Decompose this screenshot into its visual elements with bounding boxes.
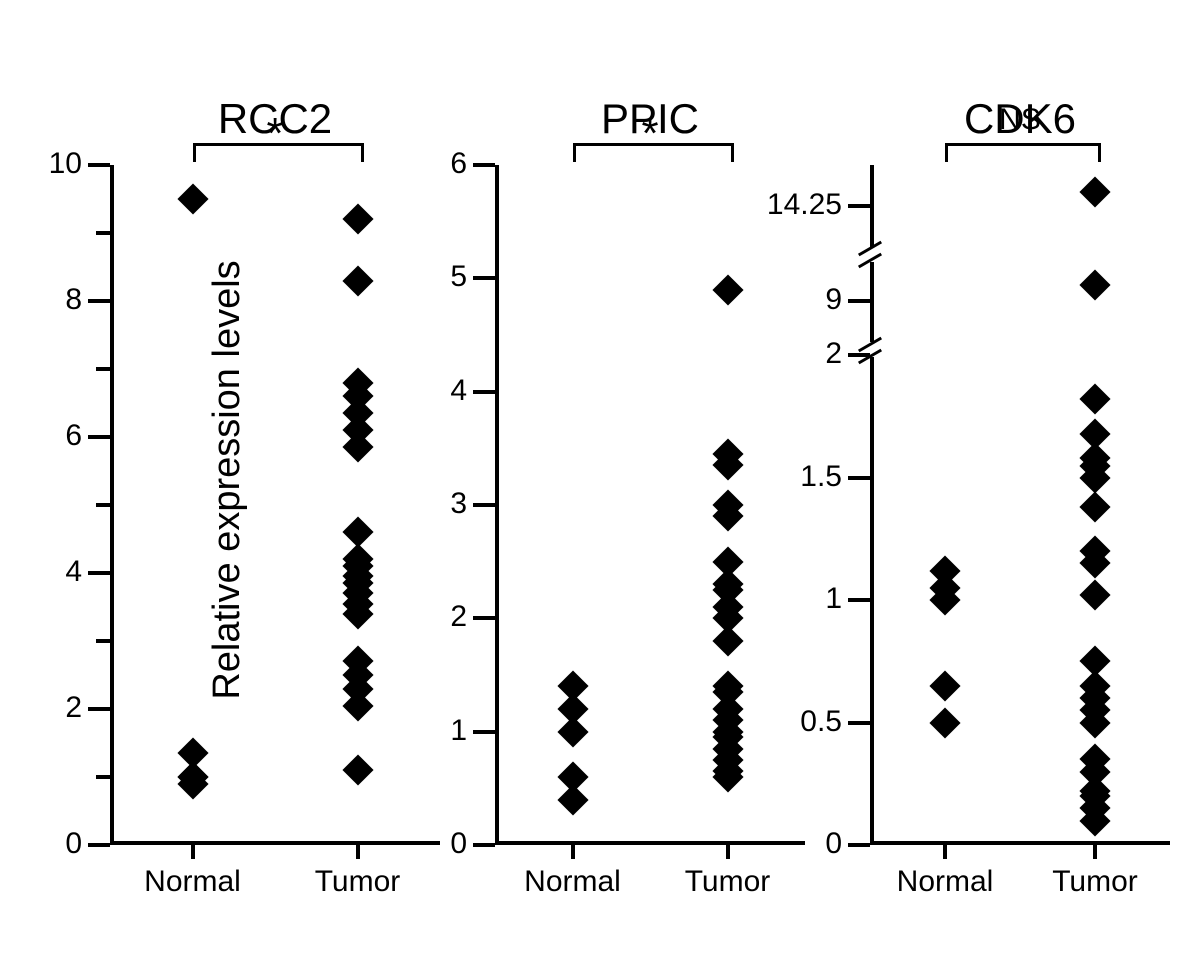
y-tick-major bbox=[473, 843, 495, 847]
y-axis-line bbox=[495, 165, 499, 845]
y-tick-major bbox=[473, 163, 495, 167]
data-point bbox=[342, 204, 373, 235]
y-tick-major bbox=[88, 299, 110, 303]
y-tick-label: 2 bbox=[752, 337, 842, 371]
y-tick-label: 0.5 bbox=[752, 705, 842, 739]
data-point bbox=[712, 625, 743, 656]
y-tick-major bbox=[473, 276, 495, 280]
data-point bbox=[342, 690, 373, 721]
x-category-label: Tumor bbox=[1052, 865, 1138, 899]
x-category-label: Tumor bbox=[685, 865, 771, 899]
y-tick-label: 1 bbox=[377, 714, 467, 748]
y-tick-label: 1.5 bbox=[752, 460, 842, 494]
y-tick-label: 9 bbox=[752, 283, 842, 317]
y-tick-minor bbox=[96, 775, 110, 779]
data-point bbox=[557, 716, 588, 747]
x-tick bbox=[943, 845, 947, 859]
y-tick-major bbox=[88, 435, 110, 439]
y-tick-label: 2 bbox=[377, 600, 467, 634]
y-tick-minor bbox=[96, 231, 110, 235]
y-tick-label: 0 bbox=[377, 827, 467, 861]
y-tick-major bbox=[473, 390, 495, 394]
y-tick-major bbox=[848, 204, 870, 208]
y-axis-line-seg bbox=[870, 355, 874, 845]
y-tick-major bbox=[848, 843, 870, 847]
y-tick-label: 8 bbox=[0, 283, 82, 317]
y-tick-label: 5 bbox=[377, 260, 467, 294]
y-tick-label: 1 bbox=[752, 582, 842, 616]
data-point bbox=[712, 274, 743, 305]
y-tick-major bbox=[88, 707, 110, 711]
y-tick-major bbox=[473, 616, 495, 620]
significance-label: * bbox=[641, 109, 658, 159]
data-point bbox=[929, 707, 960, 738]
figure-container: Relative expression levels RCC20246810No… bbox=[0, 0, 1200, 959]
y-tick-label: 6 bbox=[377, 147, 467, 181]
y-axis-line bbox=[110, 165, 114, 845]
data-point bbox=[342, 265, 373, 296]
significance-bracket bbox=[945, 143, 1101, 162]
y-tick-major bbox=[848, 598, 870, 602]
data-point bbox=[557, 784, 588, 815]
x-tick bbox=[191, 845, 195, 859]
y-tick-label: 0 bbox=[752, 827, 842, 861]
y-tick-minor bbox=[96, 367, 110, 371]
significance-label: NS bbox=[999, 103, 1041, 137]
y-tick-major bbox=[88, 843, 110, 847]
x-tick bbox=[1093, 845, 1097, 859]
y-tick-minor bbox=[96, 503, 110, 507]
panel-cdk6: CDK600.511.52914.25NormalTumorNS bbox=[870, 165, 1170, 845]
y-tick-major bbox=[848, 353, 870, 357]
data-point bbox=[1079, 384, 1110, 415]
y-tick-minor bbox=[96, 639, 110, 643]
x-category-label: Tumor bbox=[315, 865, 401, 899]
significance-label: * bbox=[266, 109, 283, 159]
x-category-label: Normal bbox=[524, 865, 621, 899]
y-tick-major bbox=[473, 730, 495, 734]
y-axis-line-seg bbox=[870, 165, 874, 247]
data-point bbox=[342, 755, 373, 786]
y-tick-label: 10 bbox=[0, 147, 82, 181]
y-tick-major bbox=[848, 721, 870, 725]
y-tick-major bbox=[88, 163, 110, 167]
y-tick-label: 4 bbox=[0, 555, 82, 589]
x-category-label: Normal bbox=[897, 865, 994, 899]
panel-ppic: PPIC0123456NormalTumor* bbox=[495, 165, 805, 845]
y-axis-line-seg bbox=[870, 260, 874, 342]
x-category-label: Normal bbox=[144, 865, 241, 899]
plot-area: 0123456NormalTumor bbox=[495, 165, 805, 845]
y-tick-major bbox=[848, 476, 870, 480]
y-tick-label: 6 bbox=[0, 419, 82, 453]
y-tick-label: 14.25 bbox=[752, 188, 842, 222]
data-point bbox=[1079, 492, 1110, 523]
y-tick-major bbox=[473, 503, 495, 507]
data-point bbox=[1079, 177, 1110, 208]
x-tick bbox=[356, 845, 360, 859]
y-tick-label: 3 bbox=[377, 487, 467, 521]
data-point bbox=[1079, 269, 1110, 300]
data-point bbox=[342, 432, 373, 463]
x-axis-line bbox=[870, 841, 1170, 845]
y-tick-major bbox=[88, 571, 110, 575]
x-tick bbox=[571, 845, 575, 859]
y-tick-label: 0 bbox=[0, 827, 82, 861]
y-tick-major bbox=[848, 299, 870, 303]
x-tick bbox=[726, 845, 730, 859]
plot-area: 00.511.52914.25NormalTumor bbox=[870, 165, 1170, 845]
y-tick-label: 2 bbox=[0, 691, 82, 725]
y-tick-label: 4 bbox=[377, 374, 467, 408]
data-point bbox=[929, 670, 960, 701]
data-point bbox=[1079, 580, 1110, 611]
data-point bbox=[177, 183, 208, 214]
